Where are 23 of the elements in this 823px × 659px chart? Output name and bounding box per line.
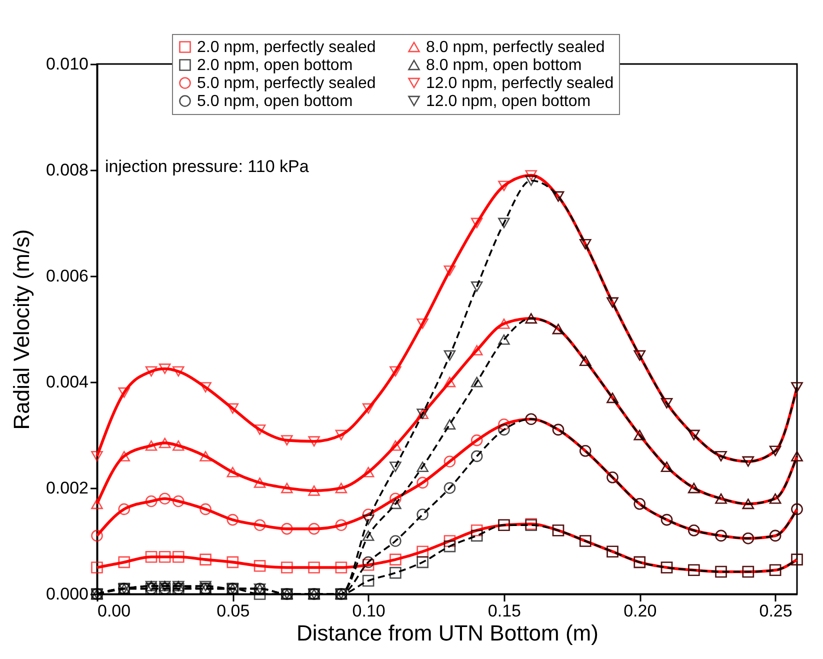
y-tick-label: 0.002 <box>46 478 88 498</box>
x-tick-label: 0.10 <box>352 602 386 620</box>
legend-label: 5.0 npm, perfectly sealed <box>197 75 376 92</box>
y-tick-label: 0.000 <box>46 584 88 604</box>
y-tick-label: 0.004 <box>46 372 88 392</box>
x-tick-label: 0.20 <box>624 602 657 620</box>
y-tick-label: 0.006 <box>46 266 88 286</box>
x-tick-label: 0.25 <box>759 602 792 620</box>
x-tick-label: 0.15 <box>488 602 522 620</box>
x-axis-title: Distance from UTN Bottom (m) <box>296 620 598 646</box>
legend-label: 12.0 npm, perfectly sealed <box>426 75 614 92</box>
x-tick-label: 0.00 <box>98 602 131 620</box>
legend-label: 8.0 npm, open bottom <box>426 57 582 74</box>
legend-label: 8.0 npm, perfectly sealed <box>426 39 605 56</box>
legend-label: 2.0 npm, perfectly sealed <box>197 39 376 56</box>
y-axis-title: Radial Velocity (m/s) <box>8 229 34 430</box>
x-tick-label: 0.05 <box>216 602 250 620</box>
legend-label: 2.0 npm, open bottom <box>197 57 353 74</box>
annotation: injection pressure: 110 kPa <box>105 157 310 176</box>
legend-label: 5.0 npm, open bottom <box>197 93 353 110</box>
y-tick-label: 0.008 <box>46 160 88 180</box>
legend-label: 12.0 npm, open bottom <box>426 93 591 110</box>
y-tick-label: 0.010 <box>46 54 88 74</box>
